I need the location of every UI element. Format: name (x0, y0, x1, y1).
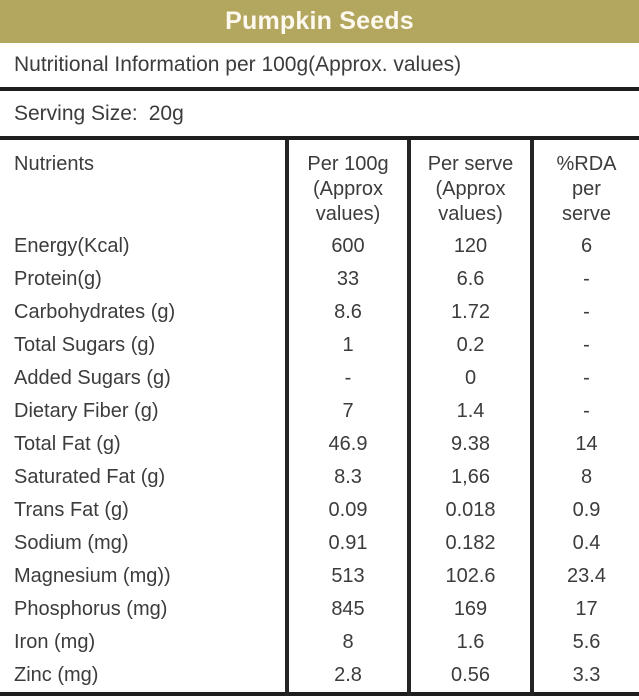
nutritional-info-text: Nutritional Information per 100g(Approx.… (14, 53, 462, 76)
col-header-line: (Approx (312, 178, 384, 200)
nutrient-label: Protein(g) (14, 268, 102, 290)
col-header-line: (Approx (435, 178, 506, 200)
nutrition-table: Nutrients Per 100g (Approx values) Per s… (0, 140, 639, 696)
per-serve-value: 6.6 (407, 263, 532, 296)
per-100g-value: 0.09 (285, 494, 409, 527)
table-row: Dietary Fiber (g) 7 1.4- (0, 395, 639, 428)
rda-value: 8 (530, 461, 639, 494)
table-row: Energy(Kcal) 600 120 6 (0, 230, 639, 263)
per-serve-value: 1,66 (407, 461, 532, 494)
table-row: Total Sugars (g) 1 0.2- (0, 329, 639, 362)
rda-value: - (530, 362, 639, 395)
nutritional-info-row: Nutritional Information per 100g(Approx.… (0, 43, 639, 87)
per-serve-value: 1.72 (407, 296, 532, 329)
serving-size-row: Serving Size: 20g (0, 91, 639, 136)
title-bar: Pumpkin Seeds (0, 0, 639, 43)
per-100g-value: - (285, 362, 409, 395)
divider-after-info (0, 87, 639, 91)
rda-value: 0.9 (530, 494, 639, 527)
per-serve-value: 1.4 (407, 395, 532, 428)
nutrition-table-body: Energy(Kcal) 600 120 6 Protein(g) 33 6.6- Carbo… (0, 230, 639, 694)
per-100g-value: 2.8 (285, 659, 409, 694)
rda-value: - (530, 329, 639, 362)
nutrient-label: Total Fat (g) (14, 433, 121, 455)
nutrient-label: Phosphorus (mg) (14, 598, 168, 620)
per-100g-value: 8 (285, 626, 409, 659)
nutrient-label: Total Sugars (g) (14, 334, 156, 356)
table-row: Total Fat (g) 46.9 9.38 14 (0, 428, 639, 461)
per-100g-value: 600 (285, 230, 409, 263)
nutrient-label: Iron (mg) (14, 631, 96, 653)
per-100g-value: 845 (285, 593, 409, 626)
nutrient-label: Dietary Fiber (g) (14, 400, 159, 422)
table-row: Trans Fat (g) 0.09 0.018 0.9 (0, 494, 639, 527)
per-serve-value: 102.6 (407, 560, 532, 593)
rda-value: 14 (530, 428, 639, 461)
table-row: Carbohydrates (g) 8.6 1.72- (0, 296, 639, 329)
nutrient-label: Zinc (mg) (14, 664, 99, 686)
table-row: Added Sugars (g) -0- (0, 362, 639, 395)
rda-value: - (530, 395, 639, 428)
col-header-line: values) (438, 203, 503, 225)
per-100g-value: 513 (285, 560, 409, 593)
col-header-line: serve (562, 203, 611, 225)
nutrient-label: Carbohydrates (g) (14, 301, 176, 323)
per-100g-value: 46.9 (285, 428, 409, 461)
per-serve-value: 120 (407, 230, 532, 263)
per-serve-value: 0.018 (407, 494, 532, 527)
rda-value: 17 (530, 593, 639, 626)
table-row: Phosphorus (mg) 845 169 17 (0, 593, 639, 626)
col-header-nutrients: Nutrients (14, 153, 95, 175)
table-row: Sodium (mg) 0.91 0.182 0.4 (0, 527, 639, 560)
col-header-per-serve: Per serve (Approx values) (407, 140, 532, 230)
product-title: Pumpkin Seeds (225, 7, 414, 35)
per-serve-value: 0.182 (407, 527, 532, 560)
col-header-line: per (572, 178, 601, 200)
table-row: Protein(g) 33 6.6- (0, 263, 639, 296)
per-serve-value: 0.2 (407, 329, 532, 362)
col-header-per-100g: Per 100g (Approx values) (285, 140, 409, 230)
nutrient-label: Energy(Kcal) (14, 235, 130, 257)
col-header-rda: %RDA per serve (530, 140, 639, 230)
rda-value: 5.6 (530, 626, 639, 659)
per-100g-value: 7 (285, 395, 409, 428)
table-row: Zinc (mg) 2.8 0.56 3.3 (0, 659, 639, 694)
per-100g-value: 0.91 (285, 527, 409, 560)
rda-value: - (530, 296, 639, 329)
nutrient-label: Sodium (mg) (14, 532, 129, 554)
nutrient-label: Saturated Fat (g) (14, 466, 166, 488)
serving-size-value: 20g (148, 101, 184, 125)
per-serve-value: 169 (407, 593, 532, 626)
col-header-line: Per 100g (307, 153, 389, 175)
nutrient-label: Trans Fat (g) (14, 499, 129, 521)
col-header-line: %RDA (556, 153, 617, 175)
nutrient-label: Added Sugars (g) (14, 367, 171, 389)
per-serve-value: 1.6 (407, 626, 532, 659)
table-row: Saturated Fat (g) 8.3 1,66 8 (0, 461, 639, 494)
per-serve-value: 9.38 (407, 428, 532, 461)
rda-value: 0.4 (530, 527, 639, 560)
table-header: Nutrients Per 100g (Approx values) Per s… (0, 140, 639, 230)
table-row: Iron (mg) 8 1.6 5.6 (0, 626, 639, 659)
col-header-line: values) (315, 203, 381, 225)
per-100g-value: 1 (285, 329, 409, 362)
per-serve-value: 0 (407, 362, 532, 395)
divider-after-serving (0, 136, 639, 140)
per-serve-value: 0.56 (407, 659, 532, 694)
rda-value: 6 (530, 230, 639, 263)
table-header-row: Nutrients Per 100g (Approx values) Per s… (0, 140, 639, 230)
per-100g-value: 33 (285, 263, 409, 296)
table-row: Magnesium (mg)) 513 102.6 23.4 (0, 560, 639, 593)
serving-size-label: Serving Size: (14, 101, 138, 125)
rda-value: 3.3 (530, 659, 639, 694)
per-100g-value: 8.3 (285, 461, 409, 494)
rda-value: - (530, 263, 639, 296)
nutrient-label: Magnesium (mg)) (14, 565, 171, 587)
col-header-line: Per serve (427, 153, 514, 175)
per-100g-value: 8.6 (285, 296, 409, 329)
rda-value: 23.4 (530, 560, 639, 593)
